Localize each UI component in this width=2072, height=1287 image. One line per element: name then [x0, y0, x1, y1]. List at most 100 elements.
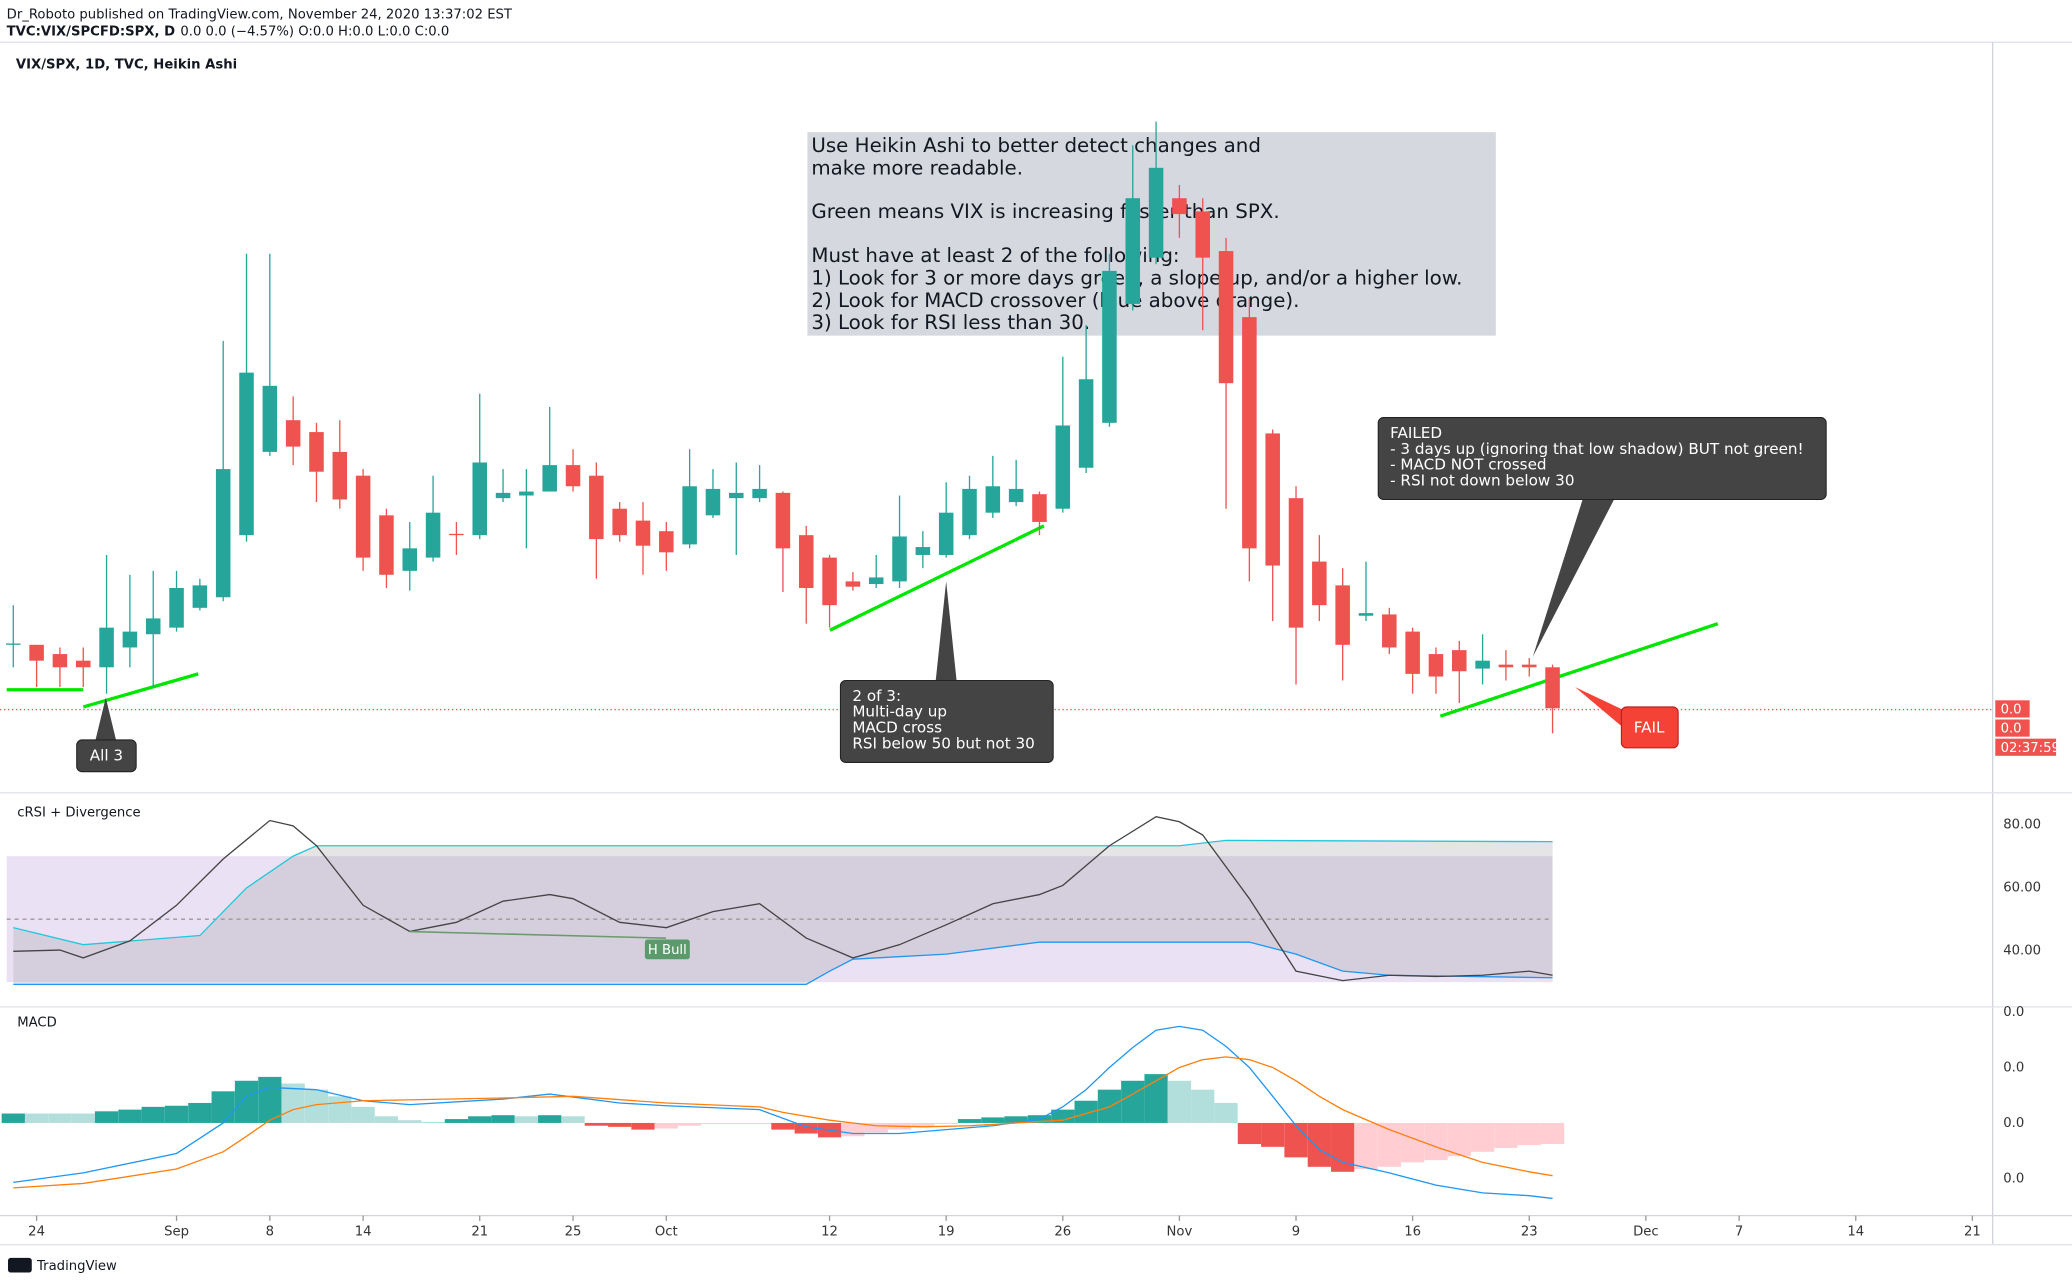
candle-body	[495, 492, 511, 499]
footer-brand: TradingView	[36, 1259, 117, 1274]
histogram-bar	[281, 1083, 305, 1123]
x-tick-label: 21	[471, 1225, 488, 1240]
y-tick-label: 0.0	[2003, 1116, 2024, 1131]
callout-pointer	[1575, 687, 1626, 730]
callout-box	[839, 679, 1054, 763]
x-tick-label: 8	[266, 1225, 274, 1240]
x-tick-label: 7	[1735, 1225, 1743, 1240]
candle-body	[1545, 667, 1560, 709]
candle-body	[1032, 494, 1047, 522]
histogram-bar	[164, 1105, 189, 1123]
histogram-bar	[1144, 1074, 1168, 1123]
callout-text: - 3 days up (ignoring that low shadow) B…	[1390, 440, 1804, 458]
candle-body	[192, 585, 208, 608]
trend-line	[82, 672, 199, 709]
candle-body	[915, 547, 931, 555]
candle-body	[379, 515, 394, 575]
candle-body	[285, 420, 301, 447]
histogram-bar	[444, 1119, 469, 1123]
price-label: 0.0	[2001, 703, 2022, 718]
candle-body	[1265, 433, 1280, 566]
histogram-bar	[491, 1115, 515, 1123]
candle-body	[1521, 664, 1537, 668]
histogram-bar	[234, 1080, 259, 1123]
candle-body	[1498, 664, 1514, 668]
candle-body	[122, 631, 138, 648]
callout-text: MACD cross	[852, 719, 942, 737]
candle-body	[1288, 498, 1304, 628]
candle-body	[1452, 650, 1467, 672]
channel-fill	[13, 840, 1553, 985]
histogram-bar	[561, 1116, 585, 1123]
candle-body	[659, 531, 674, 553]
candle-body	[635, 520, 651, 546]
note-text: make more readable.	[811, 157, 1023, 180]
candle-body	[542, 465, 557, 492]
histogram-bar	[584, 1122, 608, 1126]
x-tick-label: 14	[355, 1225, 372, 1240]
candle-body	[752, 488, 767, 499]
candle-body	[1405, 631, 1420, 674]
candle-body	[962, 488, 977, 536]
histogram-bar	[94, 1111, 119, 1123]
publisher-line: Dr_Roboto published on TradingView.com, …	[7, 8, 513, 23]
y-tick-label: 40.00	[2003, 944, 2041, 959]
candle-body	[449, 533, 464, 536]
logo	[7, 1257, 32, 1273]
x-tick-label: Oct	[655, 1225, 678, 1240]
x-tick-label: 23	[1521, 1225, 1538, 1240]
price-label: 0.0	[2001, 722, 2022, 737]
x-tick-label: 19	[938, 1225, 955, 1240]
y-tick-label: 0.0	[2003, 1171, 2024, 1186]
quote: 0.0 0.0 (−4.57%) O:0.0 H:0.0 L:0.0 C:0.0	[180, 25, 449, 40]
candle-body	[729, 492, 744, 499]
histogram-bar	[1261, 1122, 1285, 1147]
histogram-bar	[771, 1122, 795, 1130]
callout-text: FAIL	[1634, 719, 1665, 737]
histogram-bar	[631, 1122, 655, 1130]
callout-pointer	[935, 581, 957, 682]
callout-text: FAILED	[1390, 424, 1442, 442]
histogram-bar	[1424, 1122, 1448, 1161]
price-label: 02:37:59	[2001, 741, 2060, 756]
candle-body	[355, 475, 371, 558]
histogram-bar	[934, 1122, 958, 1125]
price-label-bg	[1995, 700, 2030, 718]
candle-body	[1358, 613, 1374, 616]
candle-body	[1335, 585, 1350, 645]
histogram-bar	[374, 1116, 399, 1123]
histogram-bar	[141, 1106, 165, 1123]
histogram-bar	[678, 1122, 702, 1126]
divergence-line	[409, 930, 667, 939]
callout-text: 2 of 3:	[852, 687, 901, 705]
histogram-bar	[864, 1122, 888, 1133]
histogram-bar	[468, 1116, 492, 1123]
x-tick-label: Sep	[164, 1225, 189, 1240]
candle-body	[332, 451, 348, 500]
candle-body	[1218, 251, 1234, 384]
candle-body	[1102, 270, 1117, 423]
candle-body	[215, 469, 231, 598]
candle-body	[589, 475, 604, 540]
x-tick-label: Nov	[1167, 1225, 1193, 1240]
candle-body	[938, 512, 954, 555]
macd-line	[13, 1056, 1553, 1189]
callout-text: - RSI not down below 30	[1390, 471, 1574, 489]
histogram-bar	[608, 1122, 632, 1127]
histogram-bar	[48, 1113, 72, 1123]
histogram-bar	[1470, 1122, 1495, 1152]
candle-body	[822, 557, 837, 606]
candle-body	[1148, 167, 1164, 258]
histogram-bar	[118, 1109, 142, 1123]
y-tick-label: 0.0	[2003, 1005, 2024, 1020]
crsi-line	[13, 941, 1553, 986]
histogram-bar	[1284, 1122, 1308, 1158]
price-label-bg	[1995, 719, 2030, 737]
candle-body	[472, 462, 487, 536]
crsi-line	[13, 839, 1553, 946]
candle-body	[1055, 425, 1071, 509]
histogram-bar	[398, 1120, 422, 1123]
histogram-bar	[1074, 1100, 1098, 1123]
histogram-bar	[841, 1122, 865, 1137]
